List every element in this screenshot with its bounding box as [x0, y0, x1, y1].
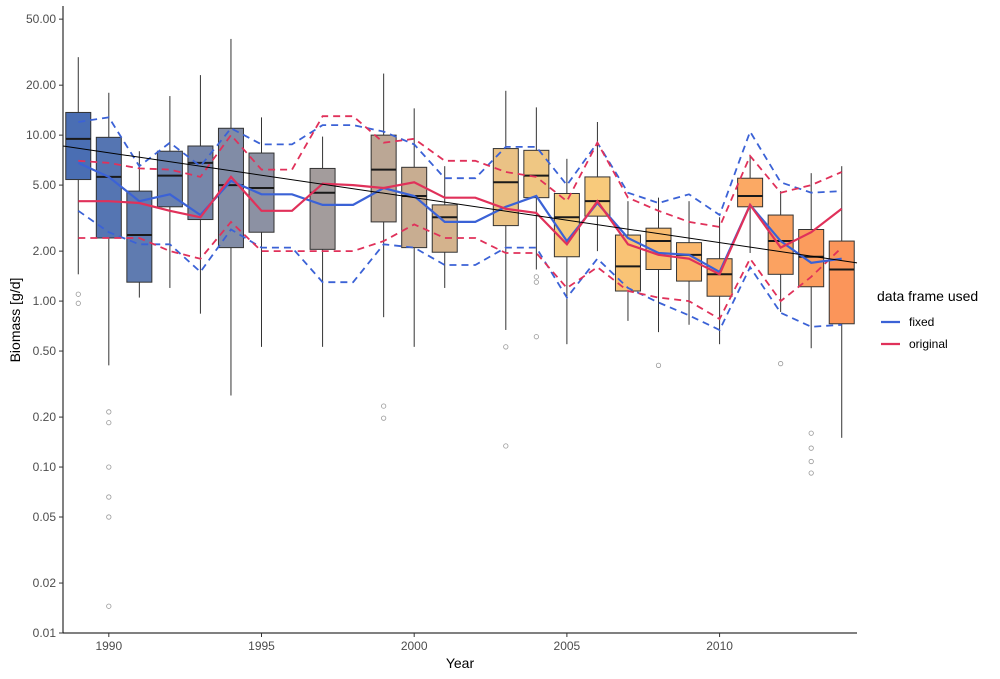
- outlier-point: [381, 415, 387, 421]
- axes-layer: [62, 6, 857, 634]
- outlier-point: [106, 409, 112, 415]
- box-body: [431, 204, 458, 253]
- y-tick-label: 5.00: [33, 178, 57, 192]
- box-2005: [553, 158, 580, 345]
- box-body: [126, 190, 153, 283]
- box-body: [401, 166, 428, 249]
- box-2004: [523, 107, 550, 340]
- outlier-point: [503, 344, 509, 350]
- box-body: [767, 214, 794, 275]
- trend-line: [62, 145, 858, 264]
- outlier-point: [75, 291, 81, 297]
- x-ticks-layer: 1990 1995 2000 2005 2010: [95, 633, 733, 653]
- box-1990: [95, 92, 122, 609]
- outlier-point: [533, 279, 539, 285]
- x-tick-label: 2000: [401, 639, 428, 653]
- fit-line-original: [78, 175, 843, 276]
- box-2008: [645, 197, 672, 368]
- box-body: [676, 242, 703, 282]
- box-1999: [370, 73, 397, 421]
- band-upper-original: [78, 115, 843, 228]
- legend: data frame used fixed original: [877, 288, 978, 351]
- x-tick-label: 1995: [248, 639, 275, 653]
- x-tick-label: 1990: [95, 639, 122, 653]
- box-body: [156, 150, 183, 208]
- y-tick-label: 10.00: [26, 128, 56, 142]
- y-tick-label: 50.00: [26, 12, 56, 26]
- outlier-point: [808, 458, 814, 465]
- outlier-point: [503, 443, 509, 449]
- box-body: [248, 152, 275, 233]
- y-tick-label: 0.01: [33, 626, 57, 640]
- box-1997: [309, 136, 336, 347]
- box-1995: [248, 117, 275, 347]
- outlier-point: [808, 470, 814, 476]
- legend-label-fixed: fixed: [909, 315, 934, 329]
- box-body: [492, 148, 519, 227]
- box-body: [798, 229, 825, 288]
- outlier-point: [106, 494, 112, 500]
- outlier-point: [106, 420, 112, 426]
- x-axis-title: Year: [446, 655, 475, 671]
- outlier-point: [106, 464, 112, 470]
- trend-line-layer: [62, 145, 858, 264]
- box-body: [65, 111, 92, 181]
- box-1989: [65, 57, 92, 306]
- outlier-point: [381, 403, 387, 409]
- box-body: [523, 149, 550, 199]
- y-ticks-layer: 0.01 0.02 0.05 0.10 0.20 0.50 1.00 2.00 5.00 10.0…: [26, 12, 63, 640]
- outlier-point: [808, 445, 814, 451]
- box-2007: [614, 201, 641, 321]
- box-2000: [401, 108, 428, 347]
- box-body: [828, 240, 855, 325]
- box-1991: [126, 151, 153, 298]
- boxes-layer: [65, 38, 855, 609]
- box-2006: [584, 121, 611, 252]
- band-upper-fixed: [78, 116, 842, 217]
- box-2001: [431, 166, 458, 288]
- box-1994: [217, 38, 244, 396]
- confidence-bands-layer: [77, 115, 843, 332]
- y-tick-label: 2.00: [33, 244, 57, 258]
- box-2013: [798, 173, 825, 476]
- y-tick-label: 0.50: [33, 344, 57, 358]
- box-1993: [187, 75, 214, 314]
- y-tick-label: 20.00: [26, 78, 56, 92]
- outlier-point: [808, 430, 814, 436]
- box-body: [737, 177, 764, 208]
- box-2014: [828, 166, 855, 438]
- box-body: [553, 192, 580, 258]
- y-tick-label: 0.20: [33, 410, 57, 424]
- box-1992: [156, 96, 183, 288]
- x-tick-label: 2005: [554, 639, 581, 653]
- band-lower-fixed: [77, 210, 842, 332]
- box-2012: [767, 191, 794, 367]
- y-tick-label: 0.02: [33, 576, 57, 590]
- y-tick-label: 0.05: [33, 510, 57, 524]
- y-axis-title: Biomass [g/d]: [7, 278, 23, 363]
- outlier-point: [106, 603, 112, 609]
- outlier-point: [533, 334, 539, 340]
- fit-lines-layer: [77, 161, 843, 276]
- outlier-point: [106, 514, 112, 520]
- x-tick-label: 2010: [706, 639, 733, 653]
- legend-label-original: original: [909, 337, 948, 351]
- outlier-point: [655, 362, 662, 368]
- box-body: [706, 258, 733, 297]
- box-2010: [706, 217, 733, 345]
- outlier-point: [75, 300, 81, 306]
- outlier-point: [533, 274, 539, 280]
- box-2011: [737, 155, 764, 253]
- box-2003: [492, 90, 519, 449]
- outlier-point: [778, 361, 784, 367]
- box-body: [309, 167, 336, 250]
- legend-title: data frame used: [877, 288, 978, 304]
- y-tick-label: 1.00: [33, 294, 57, 308]
- band-lower-original: [78, 220, 843, 321]
- box-body: [584, 176, 611, 217]
- y-tick-label: 0.10: [33, 460, 57, 474]
- box-body: [370, 134, 397, 223]
